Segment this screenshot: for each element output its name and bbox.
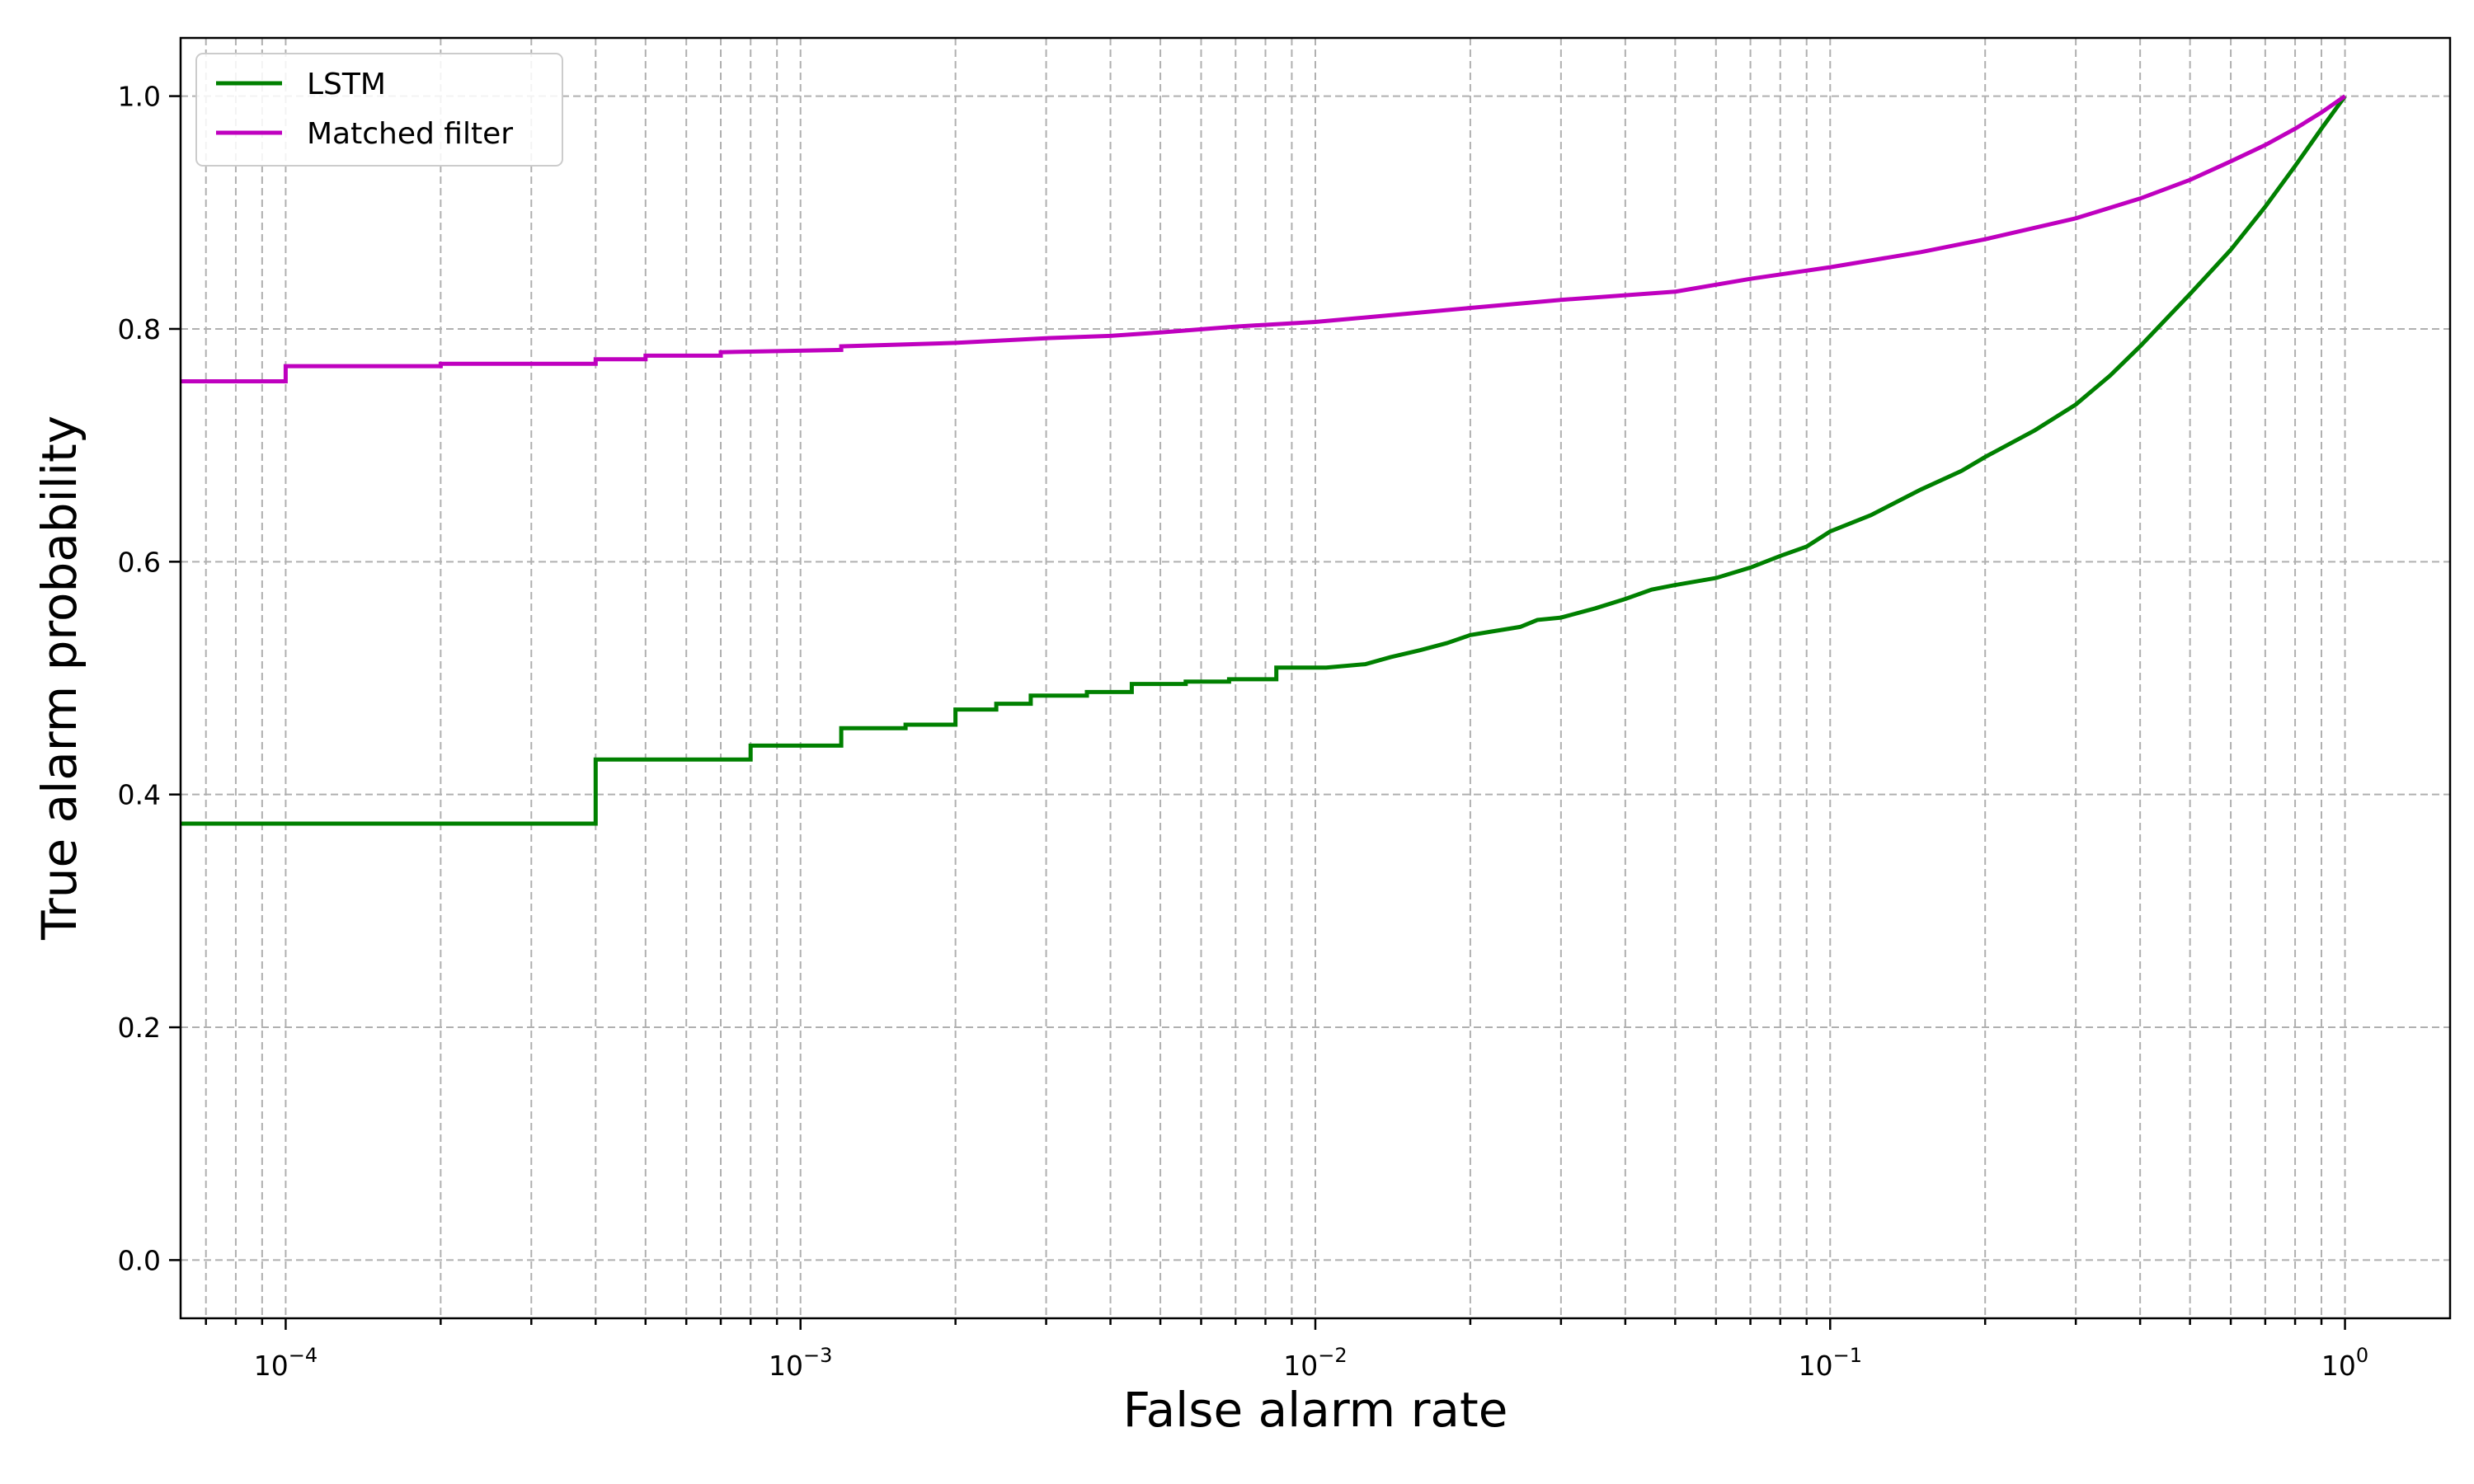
x-tick-label-base: 10 (1799, 1350, 1833, 1382)
y-tick-label: 0.2 (118, 1012, 161, 1044)
x-tick-label: 10−4 (254, 1344, 317, 1382)
axis-ticks: 0.00.20.40.60.81.010−4 10−3 10−2 10−1 100 (118, 81, 2369, 1382)
legend-label-lstm: LSTM (307, 68, 386, 101)
x-tick-label-exponent: −2 (1318, 1344, 1347, 1367)
x-tick-label-exponent: −1 (1833, 1344, 1862, 1367)
series-line-matched-filter (181, 94, 2347, 383)
x-tick-label: 10−1 (1799, 1344, 1862, 1382)
x-tick-label: 10−3 (769, 1344, 832, 1382)
x-axis-title: False alarm rate (1123, 1382, 1508, 1438)
y-axis-title: True alarm probability (31, 416, 87, 941)
legend-box (195, 53, 563, 167)
y-tick-label: 0.6 (118, 546, 161, 578)
x-tick-label-base: 10 (254, 1350, 289, 1382)
x-tick-label: 10−2 (1283, 1344, 1347, 1382)
series-line-lstm (181, 95, 2347, 826)
x-tick-label-exponent: −3 (803, 1344, 832, 1367)
x-tick-label-base: 10 (1283, 1350, 1318, 1382)
y-tick-label: 0.4 (118, 779, 161, 811)
legend-label-matched-filter: Matched filter (307, 117, 513, 151)
series-lines (181, 94, 2347, 826)
x-tick-label: 100 (2321, 1344, 2368, 1382)
y-tick-label: 0.0 (118, 1244, 161, 1276)
x-tick-label-exponent: −4 (289, 1344, 317, 1367)
legend: LSTM Matched filter (195, 53, 563, 167)
x-tick-label-base: 10 (2321, 1350, 2356, 1382)
x-tick-label-exponent: 0 (2356, 1344, 2368, 1367)
y-tick-label: 1.0 (118, 81, 161, 113)
x-tick-label-base: 10 (769, 1350, 803, 1382)
y-tick-label: 0.8 (118, 313, 161, 345)
